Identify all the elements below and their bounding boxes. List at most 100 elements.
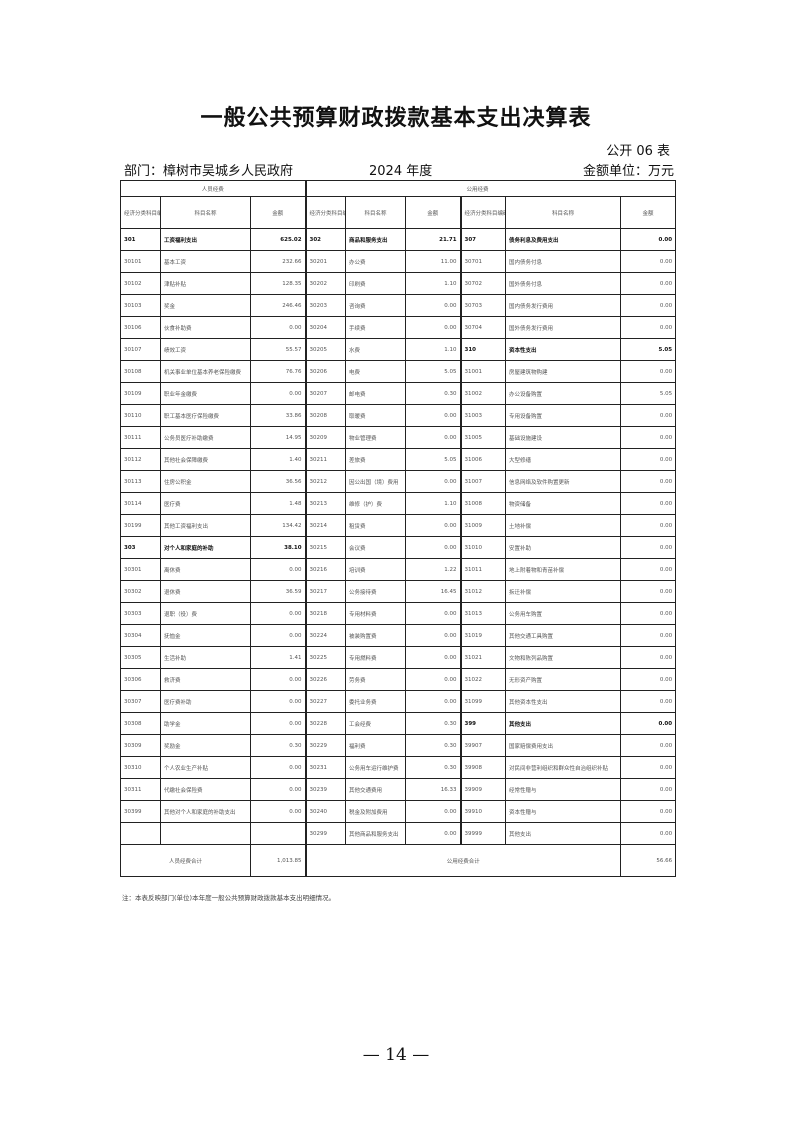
cell-name: 医疗费 <box>160 492 251 515</box>
table-row: 30199 其他工资福利支出 134.42 30214 租赁费 0.00 31009 土地补偿… <box>120 514 677 537</box>
table-row: 30302 退休费 36.59 30217 公务接待费 16.45 31012 拆迁补偿 0.0… <box>120 580 677 603</box>
cell-code: 30110 <box>120 404 161 427</box>
table-row: 30108 机关事业单位基本养老保险缴费 76.76 30206 电费 5.05 31001… <box>120 360 677 383</box>
cell-amount: 0.30 <box>405 382 462 405</box>
cell-code: 30224 <box>304 624 347 647</box>
cell-name: 资本性支出 <box>505 338 622 361</box>
cell-code: 30199 <box>120 514 161 537</box>
cell-name: 公务员医疗补助缴费 <box>160 426 251 449</box>
page-title: 一般公共预算财政拨款基本支出决算表 <box>200 106 592 131</box>
cell-amount: 1.10 <box>405 272 462 295</box>
cell-name: 债务利息及费用支出 <box>505 228 622 251</box>
cell-amount: 0.00 <box>405 316 462 339</box>
cell-amount: 1.41 <box>249 646 307 669</box>
cell-code: 39907 <box>459 734 507 757</box>
cell-amount: 0.00 <box>620 624 677 647</box>
cell-name: 基本工资 <box>160 250 251 273</box>
cell-code: 30114 <box>120 492 161 515</box>
page-number: — 14 — <box>362 1045 430 1065</box>
cell-amount: 0.00 <box>620 316 677 339</box>
cell-code: 31011 <box>459 558 507 581</box>
cell-amount: 0.00 <box>249 602 307 625</box>
cell-amount: 232.66 <box>249 250 307 273</box>
cell-amount: 0.00 <box>620 272 677 295</box>
cell-amount: 0.00 <box>620 448 677 471</box>
cell-code: 31007 <box>459 470 507 493</box>
cell-name: 津贴补贴 <box>160 272 251 295</box>
cell-name: 地上附着物和青苗补偿 <box>505 558 622 581</box>
public-total-value: 56.66 <box>620 844 677 877</box>
cell-code: 30228 <box>304 712 347 735</box>
column-header-amount: 金额 <box>405 196 462 229</box>
cell-code: 31005 <box>459 426 507 449</box>
cell-name: 劳务费 <box>345 668 407 691</box>
cell-name: 国家赔偿费用支出 <box>505 734 622 757</box>
table-row: 30399 其他对个人和家庭的补助支出 0.00 30240 税金及附加费用 0.00 39… <box>120 800 677 823</box>
cell-amount: 0.00 <box>405 426 462 449</box>
cell-name: 电费 <box>345 360 407 383</box>
cell-name: 租赁费 <box>345 514 407 537</box>
cell-code: 30211 <box>304 448 347 471</box>
cell-code: 30399 <box>120 800 161 823</box>
cell-name: 住房公积金 <box>160 470 251 493</box>
cell-name: 福利费 <box>345 734 407 757</box>
cell-name: 差旅费 <box>345 448 407 471</box>
cell-code: 30215 <box>304 536 347 559</box>
cell-amount: 5.05 <box>405 448 462 471</box>
cell-name: 物业管理费 <box>345 426 407 449</box>
cell-code: 30303 <box>120 602 161 625</box>
table-row: 30308 助学金 0.00 30228 工会经费 0.30 399 其他支出 0.00 <box>120 712 677 735</box>
cell-amount: 0.00 <box>249 624 307 647</box>
cell-amount: 0.00 <box>249 778 307 801</box>
cell-name: 其他支出 <box>505 822 622 845</box>
cell-name: 物资储备 <box>505 492 622 515</box>
cell-code: 30227 <box>304 690 347 713</box>
cell-code: 303 <box>120 536 161 559</box>
cell-amount: 0.30 <box>405 712 462 735</box>
cell-code: 30702 <box>459 272 507 295</box>
cell-code: 30311 <box>120 778 161 801</box>
cell-name: 公务用车购置 <box>505 602 622 625</box>
cell-amount: 16.33 <box>405 778 462 801</box>
cell-amount: 1.10 <box>405 492 462 515</box>
cell-name: 公务用车运行维护费 <box>345 756 407 779</box>
amount-unit: 金额单位：万元 <box>582 164 674 179</box>
cell-name: 其他社会保障缴费 <box>160 448 251 471</box>
cell-code: 30310 <box>120 756 161 779</box>
group-header-public: 公用经费 <box>304 180 677 197</box>
cell-amount: 0.00 <box>620 602 677 625</box>
cell-code: 30703 <box>459 294 507 317</box>
cell-name: 对民间非营利组织和群众性自治组织补贴 <box>505 756 622 779</box>
cell-code: 39908 <box>459 756 507 779</box>
form-number: 公开 06 表 <box>606 144 670 159</box>
cell-amount: 246.46 <box>249 294 307 317</box>
cell-name: 专用材料费 <box>345 602 407 625</box>
cell-code: 30206 <box>304 360 347 383</box>
cell-code: 307 <box>459 228 507 251</box>
table-meta: 部门：樟树市吴城乡人民政府 2024 年度 金额单位：万元 <box>124 160 674 179</box>
cell-code: 30301 <box>120 558 161 581</box>
cell-name: 职业年金缴费 <box>160 382 251 405</box>
cell-name: 办公费 <box>345 250 407 273</box>
column-header-name: 科目名称 <box>505 196 622 229</box>
cell-amount: 14.95 <box>249 426 307 449</box>
group-header-personnel: 人员经费 <box>119 180 307 197</box>
cell-name: 房屋建筑物购建 <box>505 360 622 383</box>
cell-amount: 0.00 <box>405 800 462 823</box>
cell-amount: 0.00 <box>405 646 462 669</box>
personnel-total-value: 1,013.85 <box>249 844 307 877</box>
cell-amount: 5.05 <box>620 338 677 361</box>
cell-name: 商品和服务支出 <box>345 228 407 251</box>
table-row: 30306 救济费 0.00 30226 劳务费 0.00 31022 无形资产购置 0.00 <box>120 668 677 691</box>
cell-name: 其他交通费用 <box>345 778 407 801</box>
cell-code: 31006 <box>459 448 507 471</box>
cell-amount: 0.00 <box>620 470 677 493</box>
cell-amount: 0.00 <box>620 404 677 427</box>
cell-code: 301 <box>120 228 161 251</box>
cell-amount: 0.00 <box>620 734 677 757</box>
cell-amount: 55.57 <box>249 338 307 361</box>
cell-name: 奖励金 <box>160 734 251 757</box>
cell-name: 抚恤金 <box>160 624 251 647</box>
cell-amount: 0.00 <box>620 778 677 801</box>
cell-code: 30299 <box>304 822 347 845</box>
